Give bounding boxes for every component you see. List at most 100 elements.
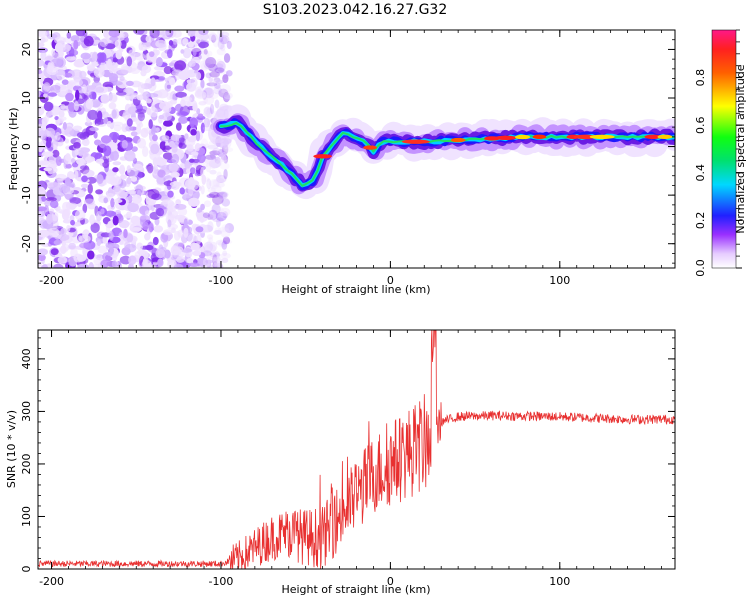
noise-blob bbox=[117, 69, 129, 74]
noise-blob bbox=[214, 99, 220, 109]
noise-blob bbox=[74, 170, 79, 180]
noise-blob bbox=[199, 59, 212, 71]
noise-blob bbox=[103, 86, 114, 92]
noise-blob bbox=[187, 41, 194, 48]
heatmap-x-label: Height of straight line (km) bbox=[281, 283, 430, 296]
noise-blob bbox=[194, 91, 207, 99]
snr-x-tick-label: 100 bbox=[549, 575, 570, 588]
heatmap-x-tick-label: 0 bbox=[387, 274, 394, 287]
noise-blob bbox=[162, 199, 169, 205]
noise-blob bbox=[167, 202, 178, 213]
noise-blob bbox=[100, 135, 112, 144]
noise-blob bbox=[168, 163, 179, 173]
noise-blob bbox=[208, 158, 218, 170]
noise-blob bbox=[195, 247, 202, 252]
noise-blob bbox=[55, 208, 66, 214]
colorbar-ticks: 0.0 0.2 0.4 0.6 0.8 bbox=[694, 29, 742, 277]
noise-blob bbox=[215, 63, 224, 69]
noise-blob bbox=[209, 169, 217, 175]
noise-blob bbox=[221, 94, 231, 100]
noise-blob bbox=[58, 110, 65, 118]
noise-blob bbox=[192, 103, 198, 112]
noise-blob bbox=[220, 36, 228, 45]
ridge-hotspot bbox=[644, 134, 662, 140]
noise-blob bbox=[99, 38, 109, 48]
noise-blob bbox=[208, 209, 218, 221]
noise-blob bbox=[111, 236, 121, 244]
snr-series-line bbox=[38, 330, 675, 569]
noise-blob bbox=[45, 197, 57, 202]
noise-blob bbox=[78, 70, 87, 79]
noise-blob bbox=[62, 121, 67, 130]
noise-blob bbox=[220, 228, 231, 238]
noise-blob bbox=[100, 111, 109, 119]
noise-blob bbox=[88, 85, 96, 90]
noise-blob bbox=[57, 117, 65, 124]
noise-blob bbox=[48, 227, 60, 238]
noise-blob bbox=[102, 145, 112, 157]
noise-blob bbox=[207, 187, 216, 194]
noise-blob bbox=[155, 248, 166, 259]
noise-blob bbox=[209, 92, 219, 100]
noise-blob bbox=[184, 138, 196, 147]
noise-blob bbox=[59, 84, 68, 96]
noise-blob bbox=[215, 239, 228, 246]
snr-x-label: Height of straight line (km) bbox=[281, 583, 430, 596]
noise-blob bbox=[191, 151, 199, 156]
noise-blob bbox=[221, 239, 233, 245]
noise-blob bbox=[126, 177, 132, 185]
noise-blob bbox=[38, 90, 41, 97]
noise-blob bbox=[192, 189, 200, 201]
noise-blob bbox=[168, 62, 175, 67]
noise-blob bbox=[155, 56, 163, 67]
noise-blob bbox=[104, 210, 117, 217]
noise-blob bbox=[131, 194, 142, 205]
noise-blob bbox=[216, 48, 226, 56]
noise-blob bbox=[217, 88, 223, 93]
noise-blob bbox=[214, 82, 221, 89]
noise-blob bbox=[80, 183, 89, 189]
noise-blob bbox=[82, 30, 88, 37]
noise-blob bbox=[95, 118, 106, 125]
noise-blob bbox=[164, 249, 171, 259]
snr-y-tick-label: 0 bbox=[20, 566, 33, 573]
noise-blob bbox=[222, 211, 228, 219]
noise-blob bbox=[212, 260, 218, 268]
noise-blob bbox=[112, 161, 122, 166]
noise-blob bbox=[73, 101, 79, 112]
noise-blob bbox=[112, 57, 118, 63]
ridge-hotspot bbox=[401, 139, 430, 144]
noise-blob bbox=[155, 127, 160, 133]
noise-blob bbox=[70, 35, 80, 42]
noise-blob bbox=[47, 109, 52, 117]
noise-blob bbox=[207, 221, 214, 232]
noise-blob bbox=[119, 40, 127, 49]
noise-blob bbox=[91, 52, 98, 62]
noise-blob bbox=[128, 49, 136, 57]
noise-blob bbox=[40, 50, 47, 61]
noise-blob bbox=[200, 47, 208, 55]
ridge-hotspot bbox=[450, 137, 466, 143]
noise-blob bbox=[60, 43, 72, 53]
noise-blob bbox=[95, 211, 102, 222]
noise-blob bbox=[206, 193, 216, 199]
noise-blob bbox=[64, 126, 75, 137]
noise-blob bbox=[74, 70, 80, 78]
noise-blob bbox=[198, 101, 207, 106]
noise-blob bbox=[112, 215, 119, 226]
noise-blob bbox=[78, 234, 91, 243]
noise-blob bbox=[47, 92, 58, 97]
noise-blob bbox=[61, 79, 69, 85]
noise-blob bbox=[91, 263, 104, 268]
noise-blob bbox=[212, 217, 224, 223]
noise-blob bbox=[123, 110, 130, 116]
noise-blob bbox=[217, 207, 225, 215]
noise-blob bbox=[200, 203, 205, 211]
noise-blob bbox=[221, 224, 230, 231]
heatmap-noise-blobs bbox=[38, 30, 235, 268]
noise-blob bbox=[136, 242, 144, 251]
noise-blob bbox=[68, 242, 76, 250]
noise-blob bbox=[209, 252, 221, 258]
noise-blob bbox=[216, 174, 227, 184]
